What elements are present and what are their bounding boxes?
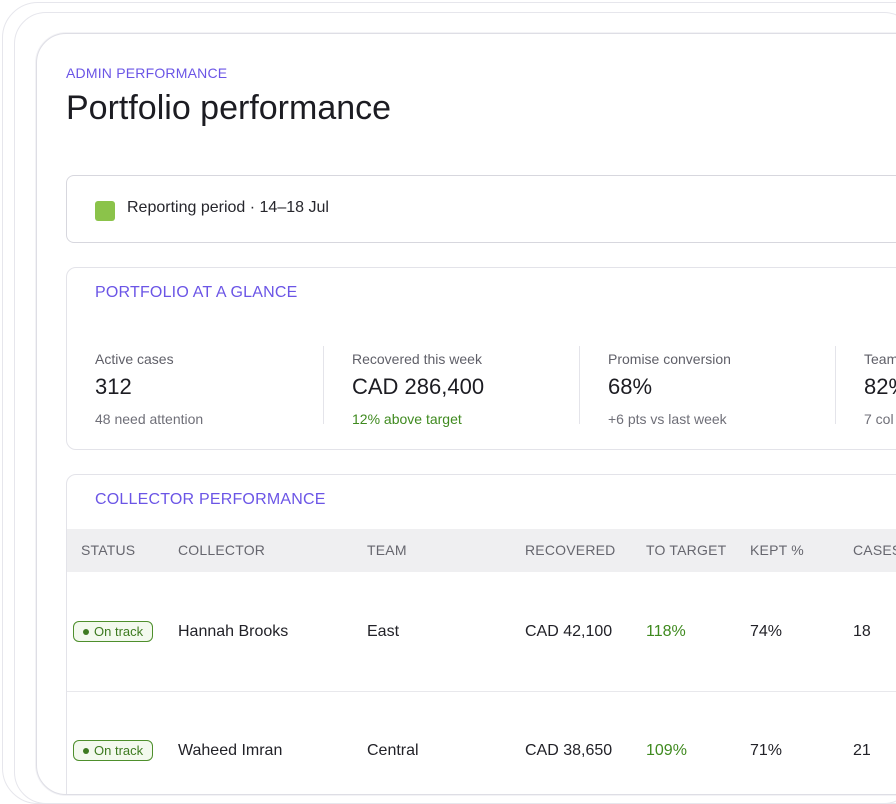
status-dot-icon: [83, 628, 89, 635]
page-title: Portfolio performance: [66, 89, 392, 127]
page-eyebrow: ADMIN PERFORMANCE: [66, 65, 228, 81]
status-badge-label: On track: [94, 624, 144, 639]
metric-promise-conversion: Promise conversion 68% +6 pts vs last we…: [579, 346, 836, 427]
table-row[interactable]: On track Hannah Brooks East CAD 42,100 1…: [67, 572, 896, 692]
status-badge: On track: [73, 621, 154, 642]
metric-active-cases: Active cases 312 48 need attention: [67, 346, 323, 427]
collector-name: Waheed Imran: [178, 742, 283, 759]
metric-value: 312: [95, 374, 132, 399]
table-row[interactable]: On track Waheed Imran Central CAD 38,650…: [67, 691, 896, 794]
metric-value: 82%: [864, 374, 896, 399]
column-header-recovered[interactable]: RECOVERED: [525, 542, 616, 558]
cases-count: 18: [853, 623, 871, 640]
metric-note: 12% above target: [352, 411, 462, 427]
team-name: Central: [367, 742, 419, 759]
metric-label: Recovered this week: [352, 351, 482, 367]
metric-recovered-this-week: Recovered this week CAD 286,400 12% abov…: [323, 346, 580, 427]
kept-pct: 74%: [750, 623, 783, 640]
column-header-collector[interactable]: COLLECTOR: [178, 542, 266, 558]
status-badge-label: On track: [94, 743, 144, 758]
metric-note: 48 need attention: [95, 411, 204, 427]
column-header-team[interactable]: TEAM: [367, 542, 407, 558]
metric-label: Promise conversion: [608, 351, 731, 367]
metric-label: Active cases: [95, 351, 174, 367]
status-badge: On track: [73, 740, 154, 761]
collector-name: Hannah Brooks: [178, 623, 289, 640]
reporting-period-bar[interactable]: Reporting period · 14–18 Jul: [66, 175, 896, 243]
column-header-kept[interactable]: KEPT %: [750, 542, 804, 558]
kept-pct: 71%: [750, 742, 783, 759]
main-card: ADMIN PERFORMANCE Portfolio performance …: [36, 33, 896, 795]
metric-note: +6 pts vs last week: [608, 411, 727, 427]
cases-count: 21: [853, 742, 871, 759]
status-dot-icon: [83, 747, 89, 754]
metric-note: 7 col: [864, 411, 894, 427]
metric-value: CAD 286,400: [352, 374, 485, 399]
column-header-cases[interactable]: CASES: [853, 542, 896, 558]
metric-label: Team: [864, 351, 896, 367]
period-color-swatch: [95, 201, 115, 221]
table-header: STATUS COLLECTOR TEAM RECOVERED TO TARGE…: [67, 529, 896, 572]
metric-team: Team 82% 7 col: [835, 346, 896, 427]
portfolio-glance-panel: PORTFOLIO AT A GLANCE Active cases 312 4…: [66, 267, 896, 450]
collector-performance-panel: COLLECTOR PERFORMANCE STATUS COLLECTOR T…: [66, 474, 896, 794]
collectors-section-title: COLLECTOR PERFORMANCE: [95, 491, 326, 508]
recovered-amount: CAD 38,650: [525, 742, 613, 759]
metric-value: 68%: [608, 374, 653, 399]
reporting-period-label: Reporting period · 14–18 Jul: [127, 199, 329, 216]
column-header-status[interactable]: STATUS: [81, 542, 136, 558]
to-target-pct: 118%: [646, 623, 686, 640]
column-header-to-target[interactable]: TO TARGET: [646, 542, 727, 558]
recovered-amount: CAD 42,100: [525, 623, 613, 640]
to-target-pct: 109%: [646, 742, 687, 759]
glance-section-title: PORTFOLIO AT A GLANCE: [95, 284, 298, 301]
team-name: East: [367, 623, 400, 640]
